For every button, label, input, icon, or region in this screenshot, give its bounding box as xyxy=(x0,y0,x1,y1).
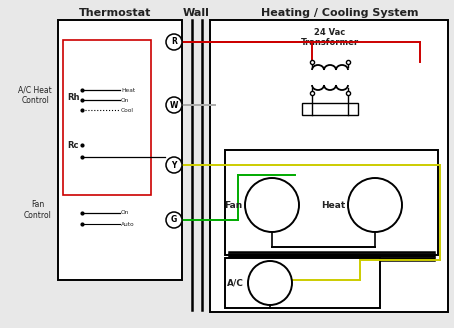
Text: On: On xyxy=(121,211,129,215)
Circle shape xyxy=(348,178,402,232)
Bar xyxy=(225,150,438,255)
Text: Heat: Heat xyxy=(121,88,135,92)
Text: A/C Heat
Control: A/C Heat Control xyxy=(18,85,52,105)
Text: R: R xyxy=(171,37,177,47)
Text: Rh: Rh xyxy=(67,92,79,101)
Bar xyxy=(302,103,358,115)
Text: Fan
Control: Fan Control xyxy=(24,200,52,220)
Text: Cool: Cool xyxy=(121,108,134,113)
Circle shape xyxy=(245,178,299,232)
Text: W: W xyxy=(170,100,178,110)
Bar xyxy=(58,20,182,280)
Bar xyxy=(225,258,380,308)
Circle shape xyxy=(166,157,182,173)
Text: Thermostat: Thermostat xyxy=(79,8,151,18)
Text: Auto: Auto xyxy=(121,221,135,227)
Text: Y: Y xyxy=(171,160,177,170)
Text: Wall: Wall xyxy=(183,8,209,18)
Bar xyxy=(210,20,448,312)
Circle shape xyxy=(166,212,182,228)
Text: On: On xyxy=(121,97,129,102)
Circle shape xyxy=(166,34,182,50)
Text: G: G xyxy=(171,215,177,224)
Text: Rc: Rc xyxy=(67,140,79,150)
Text: Heat: Heat xyxy=(321,200,345,210)
Circle shape xyxy=(248,261,292,305)
Bar xyxy=(63,40,151,195)
Circle shape xyxy=(166,97,182,113)
Text: Heating / Cooling System: Heating / Cooling System xyxy=(261,8,419,18)
Text: A/C: A/C xyxy=(227,278,244,288)
Text: 24 Vac
Transformer: 24 Vac Transformer xyxy=(301,28,359,48)
Text: Fan: Fan xyxy=(224,200,242,210)
